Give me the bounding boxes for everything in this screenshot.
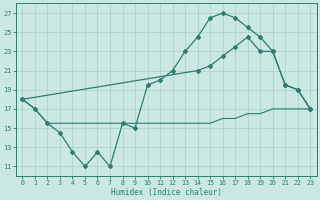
X-axis label: Humidex (Indice chaleur): Humidex (Indice chaleur) — [111, 188, 222, 197]
